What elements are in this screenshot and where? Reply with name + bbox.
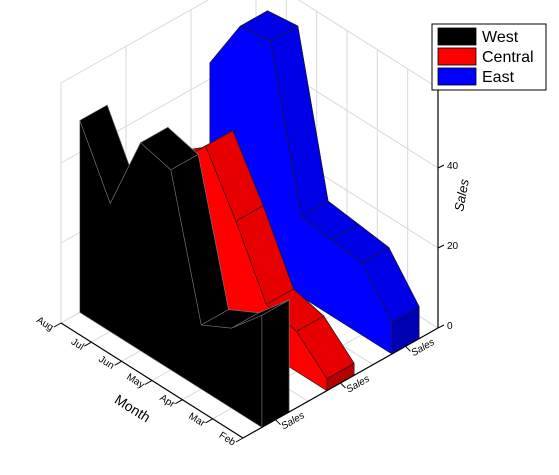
chart-legend: West Central East [431,23,547,91]
series-tick [340,382,346,389]
legend-swatch-east [437,67,477,86]
legend-label-east: East [482,69,515,86]
month-tick [235,437,244,443]
month-tick-label: Apr [158,393,178,411]
month-tick-label: Jun [96,354,116,372]
month-tick [175,399,183,405]
series-tick [275,419,281,426]
value-tick [437,244,445,249]
month-axis-title: Month [112,391,153,425]
month-tick [53,322,62,328]
legend-label-west: West [482,29,519,46]
value-axis-title: Sales [451,177,472,212]
month-tick-label: Aug [34,315,55,334]
month-tick [114,360,122,366]
grid-line [60,0,439,89]
value-tick-label: 40 [447,161,459,172]
month-tick [205,418,213,424]
wall-front-west [79,120,263,428]
month-tick-label: Jul [69,337,86,353]
value-tick [437,324,445,329]
series-tick [405,345,411,352]
legend-swatch-central [437,47,477,66]
value-tick-label: 0 [447,321,453,332]
month-tick [144,380,153,385]
value-tick-label: 20 [447,241,459,252]
legend-label-central: Central [482,49,534,66]
chart-series [79,10,420,428]
month-tick [84,341,92,347]
wall-cap-west [261,299,290,428]
value-tick [437,164,445,169]
legend-swatch-west [437,27,477,46]
